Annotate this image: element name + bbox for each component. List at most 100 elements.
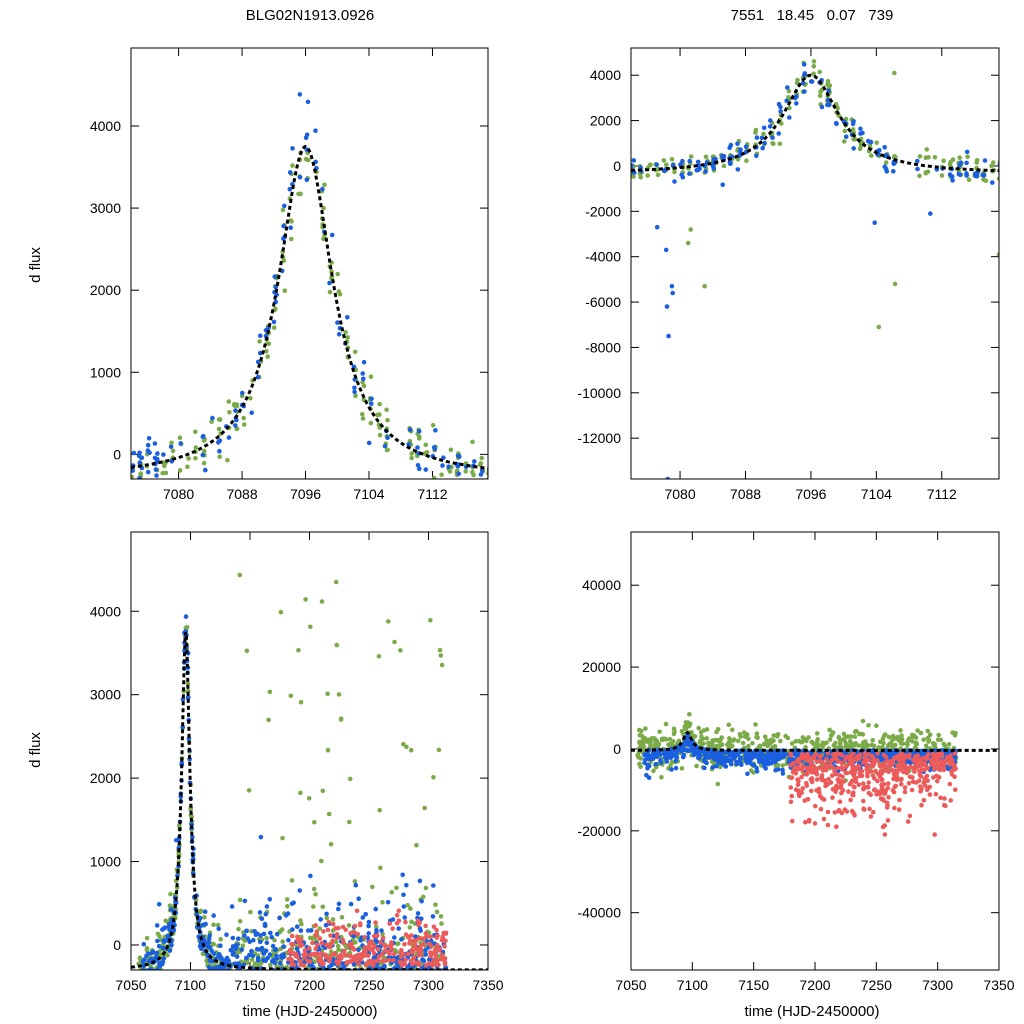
data-point-red bbox=[918, 758, 924, 764]
data-point-red bbox=[947, 781, 953, 787]
data-point-green bbox=[222, 973, 227, 978]
data-point-red bbox=[931, 766, 937, 771]
model-curve bbox=[131, 144, 488, 470]
data-point-blue bbox=[153, 467, 159, 472]
data-point-red bbox=[833, 772, 839, 777]
data-point-red bbox=[840, 767, 846, 772]
data-point-blue bbox=[336, 906, 341, 912]
data-point-red bbox=[942, 796, 947, 801]
data-point-blue bbox=[430, 914, 436, 919]
data-point-red bbox=[298, 958, 303, 964]
data-point-green bbox=[803, 744, 808, 750]
data-point-blue bbox=[336, 980, 341, 985]
data-point-green bbox=[343, 330, 348, 335]
data-point-blue bbox=[221, 972, 226, 977]
data-point-green bbox=[874, 140, 879, 146]
data-point-blue bbox=[257, 939, 263, 945]
data-point-blue bbox=[235, 942, 240, 948]
data-point-red bbox=[936, 775, 942, 780]
data-point-blue bbox=[283, 913, 289, 918]
data-point-blue bbox=[405, 972, 410, 977]
data-point-blue bbox=[950, 178, 955, 183]
data-point-green bbox=[488, 478, 493, 483]
data-point-blue bbox=[274, 931, 280, 937]
data-point-red bbox=[410, 948, 416, 954]
data-point-green bbox=[278, 609, 284, 615]
data-point-blue bbox=[361, 376, 366, 382]
data-point-blue bbox=[750, 753, 756, 759]
data-point-red bbox=[789, 793, 795, 799]
data-point-green bbox=[408, 906, 413, 911]
data-point-green bbox=[289, 878, 295, 883]
data-point-green bbox=[140, 971, 145, 976]
axis-ticks: 7050 7100 7150 7200 7250 7300 7350 0 1000 2000 300… bbox=[90, 532, 504, 993]
data-point-green bbox=[177, 435, 183, 441]
data-point-blue bbox=[693, 750, 699, 755]
data-point-blue bbox=[269, 934, 275, 940]
data-point-red bbox=[351, 947, 356, 952]
data-point-blue bbox=[440, 463, 445, 468]
data-point-green bbox=[312, 819, 317, 825]
data-point-blue bbox=[336, 901, 342, 907]
data-point-red bbox=[932, 832, 937, 837]
data-point-blue bbox=[720, 182, 725, 188]
data-point-blue bbox=[369, 401, 374, 407]
data-point-green bbox=[271, 325, 277, 331]
data-point-blue bbox=[255, 958, 261, 963]
data-point-blue bbox=[687, 171, 692, 176]
y-tick-label: 1000 bbox=[90, 364, 121, 380]
data-point-blue bbox=[301, 971, 306, 976]
data-point-green bbox=[428, 618, 433, 623]
data-point-red bbox=[428, 954, 433, 959]
data-point-red bbox=[795, 777, 801, 782]
data-point-green bbox=[849, 743, 855, 749]
data-point-green bbox=[698, 730, 704, 735]
data-point-red bbox=[931, 751, 936, 756]
data-point-green bbox=[248, 395, 253, 401]
data-point-red bbox=[825, 750, 831, 756]
data-point-blue bbox=[366, 923, 371, 929]
data-point-green bbox=[298, 918, 303, 923]
data-point-green bbox=[431, 775, 436, 780]
data-point-green bbox=[714, 743, 720, 749]
data-point-blue bbox=[374, 939, 380, 944]
data-point-blue bbox=[280, 971, 285, 976]
data-point-green bbox=[744, 158, 749, 163]
data-point-blue bbox=[403, 975, 408, 980]
data-point-green bbox=[948, 159, 953, 165]
data-point-green bbox=[806, 735, 811, 740]
data-point-red bbox=[313, 946, 319, 951]
data-point-green bbox=[809, 739, 814, 745]
data-point-green bbox=[761, 131, 766, 137]
data-point-blue bbox=[710, 765, 715, 770]
data-point-blue bbox=[273, 284, 279, 290]
data-point-green bbox=[670, 739, 676, 744]
data-point-blue bbox=[218, 943, 223, 948]
data-point-green bbox=[401, 977, 406, 982]
data-point-green bbox=[311, 886, 317, 892]
data-point-red bbox=[342, 953, 348, 958]
x-tick-label: 7200 bbox=[294, 977, 325, 993]
data-point-blue bbox=[416, 428, 422, 434]
data-point-red bbox=[885, 758, 890, 764]
data-point-red bbox=[335, 962, 341, 967]
data-point-outlier bbox=[663, 247, 669, 253]
data-point-blue bbox=[155, 451, 160, 456]
data-point-blue bbox=[964, 173, 969, 178]
data-point-green bbox=[775, 762, 781, 768]
data-point-blue bbox=[161, 452, 166, 457]
data-point-red bbox=[358, 922, 363, 928]
data-point-blue bbox=[352, 389, 357, 395]
data-point-blue bbox=[697, 750, 702, 756]
data-point-blue bbox=[268, 975, 273, 980]
data-point-blue bbox=[385, 435, 390, 440]
data-point-green bbox=[273, 977, 278, 982]
data-point-blue bbox=[266, 976, 271, 981]
data-point-red bbox=[886, 795, 891, 800]
data-point-blue bbox=[263, 911, 269, 917]
data-point-red bbox=[440, 952, 445, 958]
data-point-red bbox=[939, 751, 945, 757]
data-point-green bbox=[408, 973, 413, 978]
data-point-blue bbox=[165, 933, 170, 939]
